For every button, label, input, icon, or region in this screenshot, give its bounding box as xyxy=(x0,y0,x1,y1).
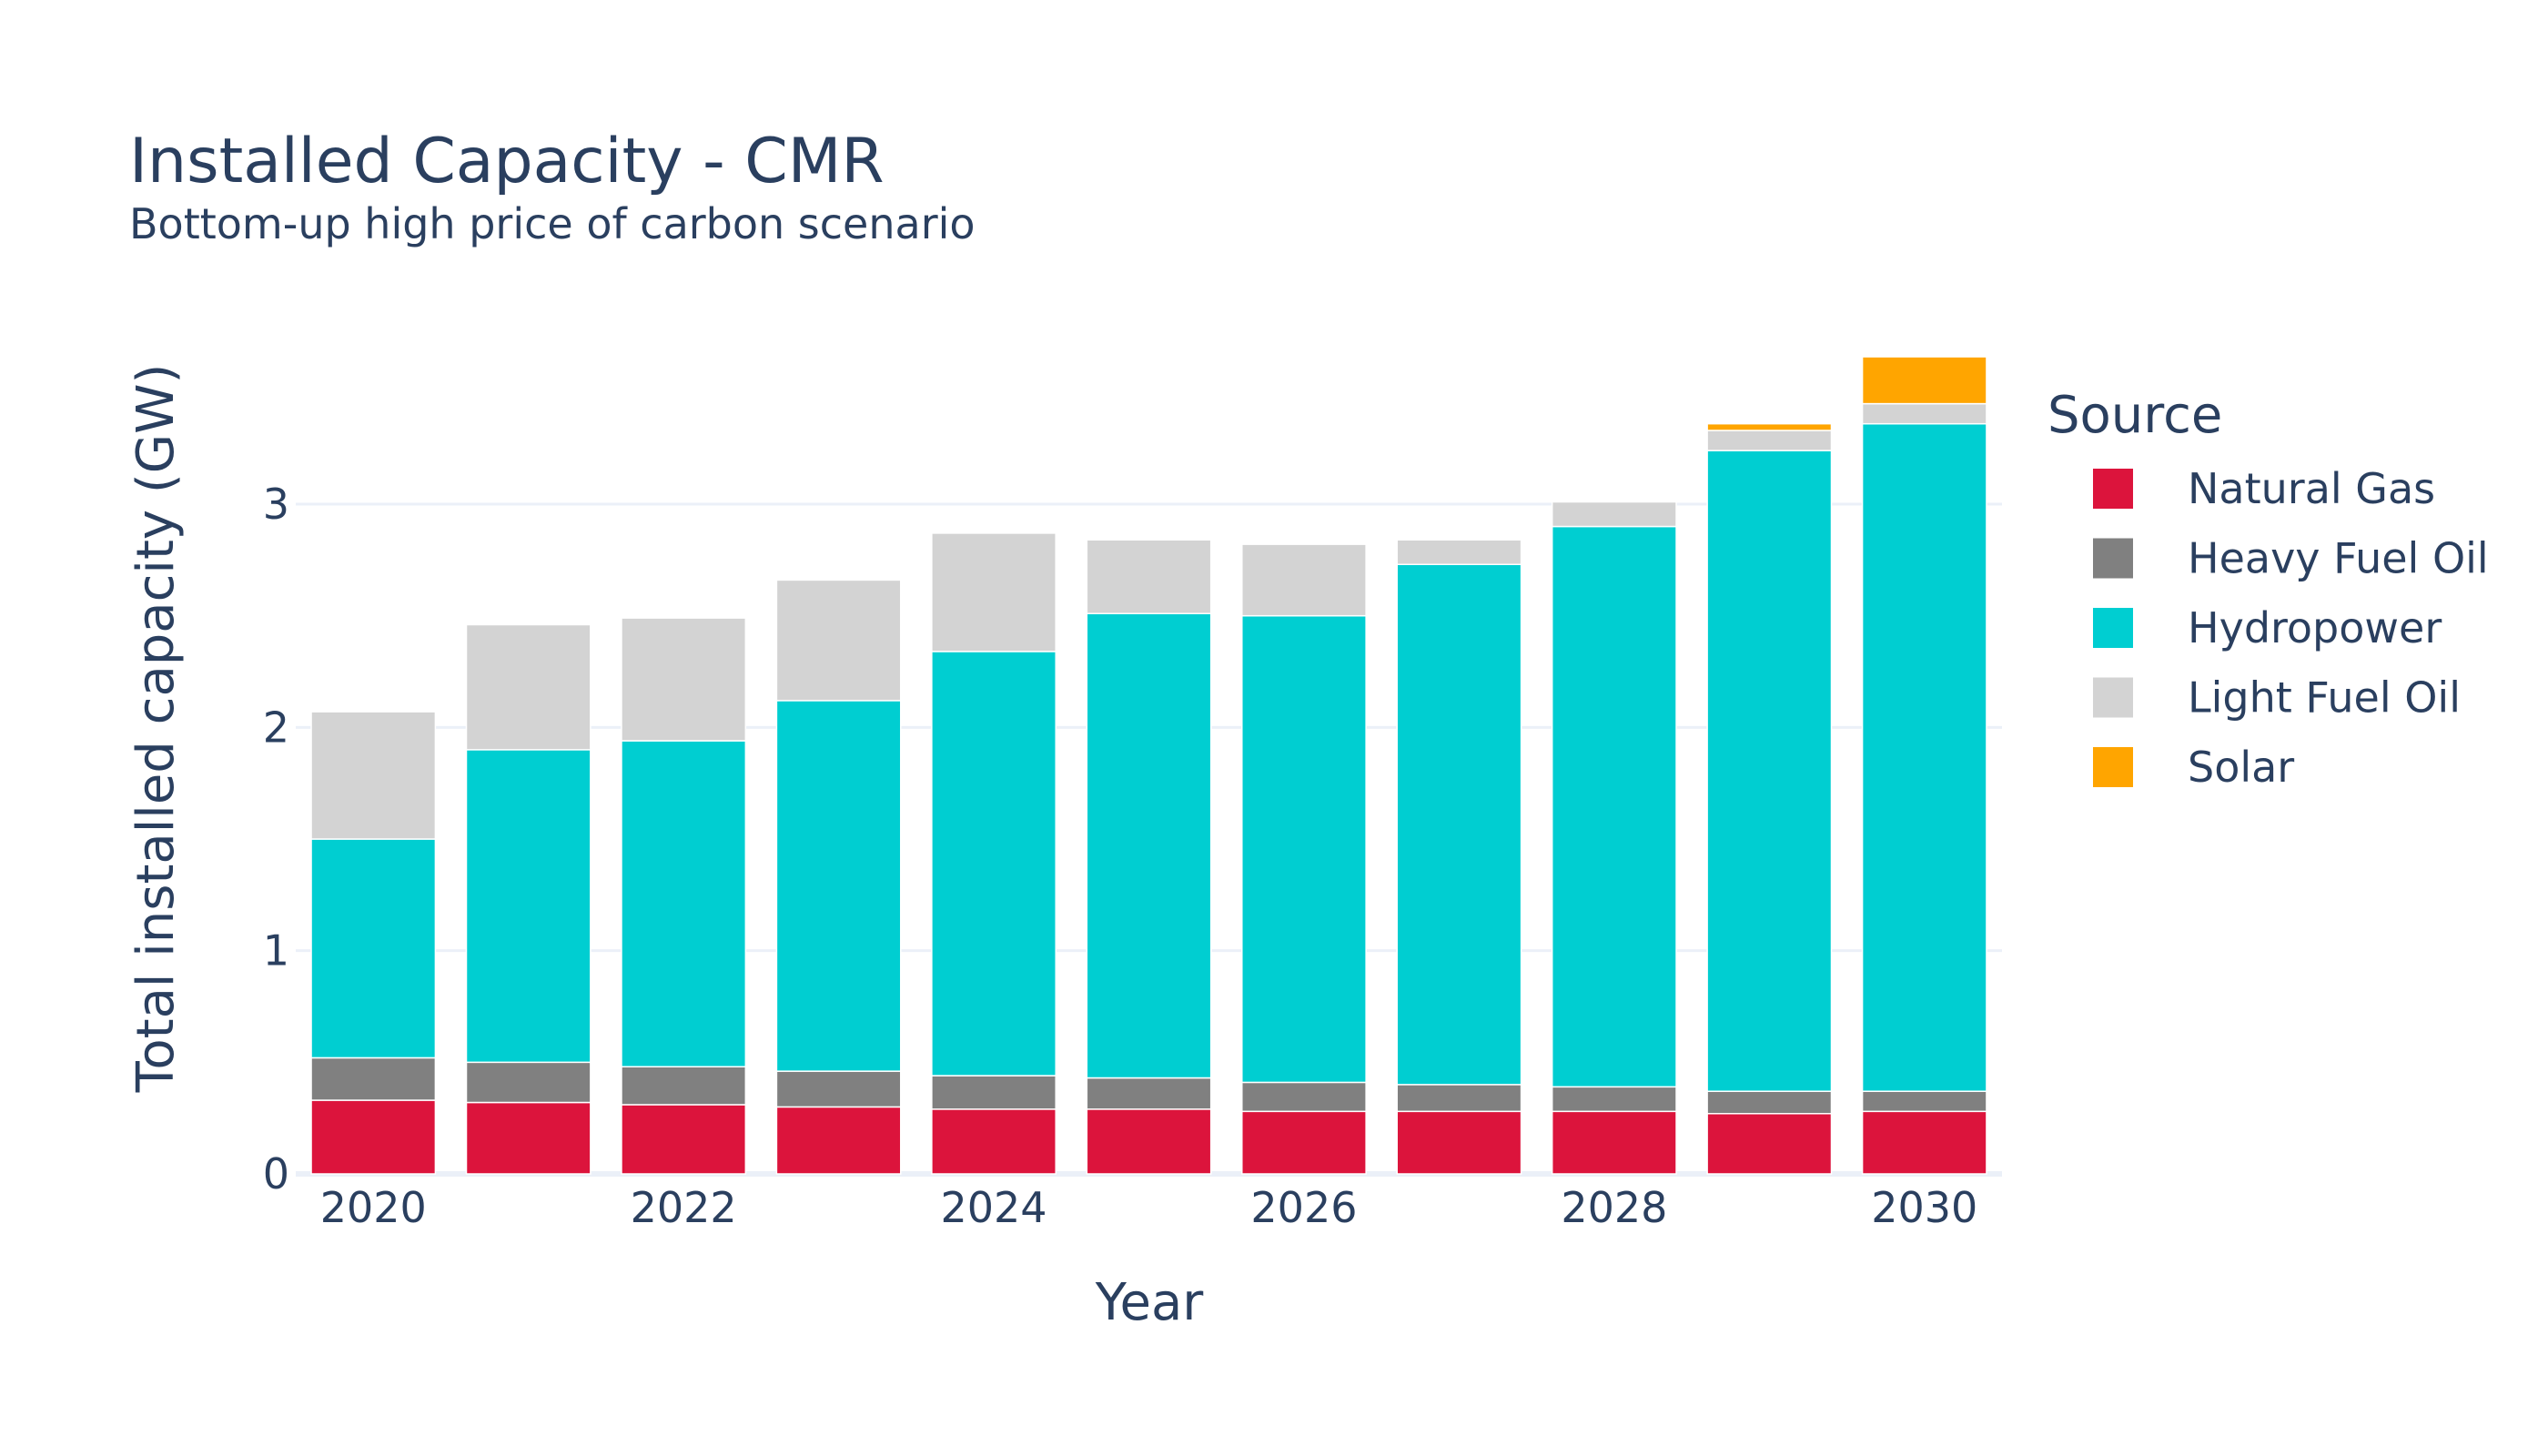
bar-segment[interactable] xyxy=(1396,1110,1522,1175)
legend-item[interactable]: Solar xyxy=(2093,743,2294,792)
bar-segment[interactable] xyxy=(1861,356,1987,405)
bar-segment[interactable] xyxy=(465,1061,592,1104)
legend-item[interactable]: Natural Gas xyxy=(2093,464,2435,513)
y-tick-label: 2 xyxy=(263,703,289,752)
chart-subtitle: Bottom-up high price of carbon scenario xyxy=(129,199,976,248)
y-tick-label: 1 xyxy=(263,926,289,976)
chart-title: Installed Capacity - CMR xyxy=(129,126,885,197)
bar-segment[interactable] xyxy=(621,1104,747,1175)
bar-segment[interactable] xyxy=(1861,1110,1987,1175)
bar-segment[interactable] xyxy=(931,1108,1057,1175)
legend-label: Light Fuel Oil xyxy=(2188,673,2461,723)
bar-segment[interactable] xyxy=(621,740,747,1067)
legend-swatch xyxy=(2093,538,2133,579)
bar-segment[interactable] xyxy=(1551,500,1677,528)
bar-segment[interactable] xyxy=(1551,1110,1677,1175)
legend-swatch xyxy=(2093,747,2133,787)
legend-swatch xyxy=(2093,677,2133,718)
x-tick-label: 2024 xyxy=(941,1183,1047,1232)
x-tick-label: 2026 xyxy=(1250,1183,1357,1232)
bar-segment[interactable] xyxy=(1861,422,1987,1092)
bars xyxy=(310,356,1987,1175)
x-axis-title: Year xyxy=(1095,1273,1205,1332)
bar-segment[interactable] xyxy=(1396,563,1522,1086)
y-axis-title: Total installed capacity (GW) xyxy=(126,364,186,1094)
bar-segment[interactable] xyxy=(310,1057,437,1101)
bar-segment[interactable] xyxy=(310,838,437,1059)
bar-segment[interactable] xyxy=(1706,450,1833,1092)
bar-segment[interactable] xyxy=(1706,1113,1833,1175)
bar-segment[interactable] xyxy=(775,700,902,1072)
bar-segment[interactable] xyxy=(1861,402,1987,425)
y-tick-labels: 0 1 2 3 xyxy=(263,480,289,1198)
bar-segment[interactable] xyxy=(931,532,1057,652)
bar-segment[interactable] xyxy=(465,749,592,1064)
bar-segment[interactable] xyxy=(1241,1081,1367,1113)
legend-label: Heavy Fuel Oil xyxy=(2188,534,2489,583)
legend-label: Solar xyxy=(2188,743,2294,792)
x-tick-label: 2020 xyxy=(320,1183,427,1232)
bar-segment[interactable] xyxy=(1086,1077,1212,1110)
bar-segment[interactable] xyxy=(775,1106,902,1175)
bar-segment[interactable] xyxy=(1396,539,1522,565)
y-tick-label: 3 xyxy=(263,480,289,529)
bar-segment[interactable] xyxy=(775,579,902,702)
bar-segment[interactable] xyxy=(1706,430,1833,451)
bar-segment[interactable] xyxy=(1551,1086,1677,1113)
bar-segment[interactable] xyxy=(775,1070,902,1108)
bar-segment[interactable] xyxy=(1861,1090,1987,1113)
bar-segment[interactable] xyxy=(465,623,592,751)
bar-segment[interactable] xyxy=(1241,543,1367,617)
legend-title: Source xyxy=(2048,386,2222,445)
legend-item[interactable]: Heavy Fuel Oil xyxy=(2093,534,2489,583)
x-tick-label: 2028 xyxy=(1561,1183,1667,1232)
x-tick-label: 2030 xyxy=(1871,1183,1977,1232)
bar-segment[interactable] xyxy=(931,1075,1057,1110)
bar-segment[interactable] xyxy=(931,651,1057,1077)
legend-label: Natural Gas xyxy=(2188,464,2435,513)
bar-segment[interactable] xyxy=(1706,422,1833,431)
bar-segment[interactable] xyxy=(1086,539,1212,614)
legend[interactable]: Source Natural Gas Heavy Fuel Oil Hydropow… xyxy=(2048,386,2489,792)
legend-item[interactable]: Light Fuel Oil xyxy=(2093,673,2461,723)
bar-segment[interactable] xyxy=(1241,614,1367,1084)
bar-segment[interactable] xyxy=(465,1101,592,1175)
legend-swatch xyxy=(2093,608,2133,648)
x-tick-labels: 2020 2022 2024 2026 2028 2030 xyxy=(320,1183,1978,1232)
bar-segment[interactable] xyxy=(310,711,437,840)
bar-segment[interactable] xyxy=(1241,1110,1367,1175)
y-tick-label: 0 xyxy=(263,1149,289,1198)
bar-segment[interactable] xyxy=(621,617,747,742)
bar-segment[interactable] xyxy=(1706,1090,1833,1115)
bar-segment[interactable] xyxy=(1396,1084,1522,1113)
x-tick-label: 2022 xyxy=(631,1183,737,1232)
bar-segment[interactable] xyxy=(1551,525,1677,1088)
bar-segment[interactable] xyxy=(621,1066,747,1106)
bar-segment[interactable] xyxy=(1086,1108,1212,1175)
bar-segment[interactable] xyxy=(1086,612,1212,1079)
legend-item[interactable]: Hydropower xyxy=(2093,603,2442,652)
bar-segment[interactable] xyxy=(310,1099,437,1175)
legend-label: Hydropower xyxy=(2188,603,2442,652)
legend-swatch xyxy=(2093,469,2133,509)
